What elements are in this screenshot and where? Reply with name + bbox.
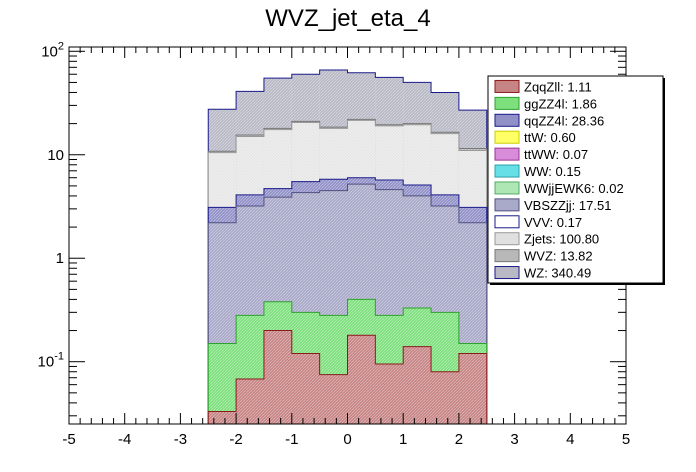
stack-zqqzll: [207, 330, 488, 424]
outline-zqqzll: [207, 330, 488, 424]
legend-swatch: [494, 215, 520, 229]
y-tick-label: 10: [47, 147, 64, 164]
outline-ggzz4l: [207, 298, 488, 424]
legend-swatch: [494, 232, 520, 246]
legend-swatch: [494, 130, 520, 144]
legend-label: ttW: 0.60: [524, 130, 576, 145]
stack-layers: [207, 69, 488, 425]
legend-label: qqZZ4l: 28.36: [524, 113, 604, 128]
x-tick-label: -3: [174, 431, 187, 448]
legend-swatch: [494, 181, 520, 195]
legend-swatch: [494, 79, 520, 93]
legend-swatch: [494, 147, 520, 161]
x-tick-label: -1: [285, 431, 298, 448]
legend-label: WWjjEWK6: 0.02: [524, 181, 624, 196]
bar-hatch-zqqzll-0: [208, 411, 237, 424]
x-tick-label: 1: [399, 431, 407, 448]
x-tick-label: 0: [343, 431, 351, 448]
bar-hatch-zqqzll-8: [431, 371, 459, 424]
bar-hatch-zqqzll-6: [375, 364, 404, 424]
x-tick-label: 3: [510, 431, 518, 448]
y-tick-label: 1: [56, 250, 64, 267]
legend-label: Zjets: 100.80: [524, 232, 599, 247]
outline-vbszzjj: [207, 183, 488, 424]
legend-label: ZqqZll: 1.11: [524, 79, 592, 94]
legend-swatch: [494, 113, 520, 127]
legend: ZqqZll: 1.11 ggZZ4l: 1.86 qqZZ4l: 28.36 ttW…: [487, 75, 665, 285]
x-tick-label: -2: [229, 431, 242, 448]
outline-zjets: [207, 119, 488, 424]
y-tick-label: 10-1: [38, 351, 64, 371]
bar-hatch-zqqzll-4: [319, 374, 348, 424]
bar-hatch-zqqzll-9: [458, 353, 487, 424]
legend-label: WW: 0.15: [524, 164, 581, 179]
bar-hatch-zqqzll-3: [291, 353, 320, 424]
legend-swatch: [494, 164, 520, 178]
x-tick-label: -5: [62, 431, 75, 448]
axes: -5 -4 -3 -2 -1 0 1 2 3 4 5 10-1 1 10 102: [38, 40, 631, 448]
legend-label: ggZZ4l: 1.86: [524, 96, 597, 111]
outline-qqzz4l: [207, 177, 488, 424]
x-tick-label: -4: [118, 431, 131, 448]
legend-swatch: [494, 266, 520, 280]
bar-hatch-ggzz4l-0: [208, 343, 237, 424]
legend-swatch: [494, 249, 520, 263]
legend-label: WZ: 340.49: [524, 266, 591, 281]
bar-hatch-zqqzll-5: [347, 335, 376, 424]
bar-hatch-zqqzll-2: [263, 330, 292, 424]
chart-title: WVZ_jet_eta_4: [265, 5, 430, 32]
y-tick-label: 102: [41, 40, 64, 60]
x-tick-label: 4: [566, 431, 574, 448]
outline-wz: [207, 69, 488, 424]
legend-box: [487, 75, 664, 284]
legend-swatch: [494, 198, 520, 212]
legend-label: VVV: 0.17: [524, 215, 582, 230]
bar-hatch-zqqzll-1: [236, 379, 264, 424]
legend-swatch: [494, 96, 520, 110]
x-tick-label: 2: [455, 431, 463, 448]
bar-hatch-zqqzll-7: [403, 346, 432, 424]
legend-label: VBSZZjj: 17.51: [524, 198, 611, 213]
legend-label: ttWW: 0.07: [524, 147, 588, 162]
legend-label: WVZ: 13.82: [524, 249, 593, 264]
x-tick-label: 5: [622, 431, 630, 448]
